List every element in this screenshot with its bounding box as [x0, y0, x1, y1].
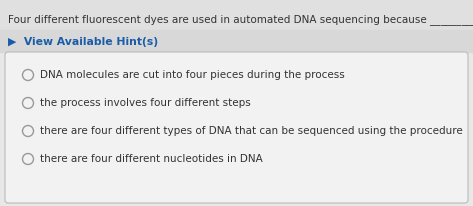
Text: DNA molecules are cut into four pieces during the process: DNA molecules are cut into four pieces d… [40, 70, 345, 80]
Bar [0, 30, 473, 52]
Text: there are four different nucleotides in DNA: there are four different nucleotides in … [40, 154, 263, 164]
Text: ▶  View Available Hint(s): ▶ View Available Hint(s) [8, 37, 158, 47]
Text: the process involves four different steps: the process involves four different step… [40, 98, 251, 108]
Bar [0, 0, 473, 30]
Text: there are four different types of DNA that can be sequenced using the procedure: there are four different types of DNA th… [40, 126, 463, 136]
FancyBboxPatch shape [5, 52, 468, 203]
Text: Four different fluorescent dyes are used in automated DNA sequencing because ___: Four different fluorescent dyes are used… [8, 15, 473, 26]
